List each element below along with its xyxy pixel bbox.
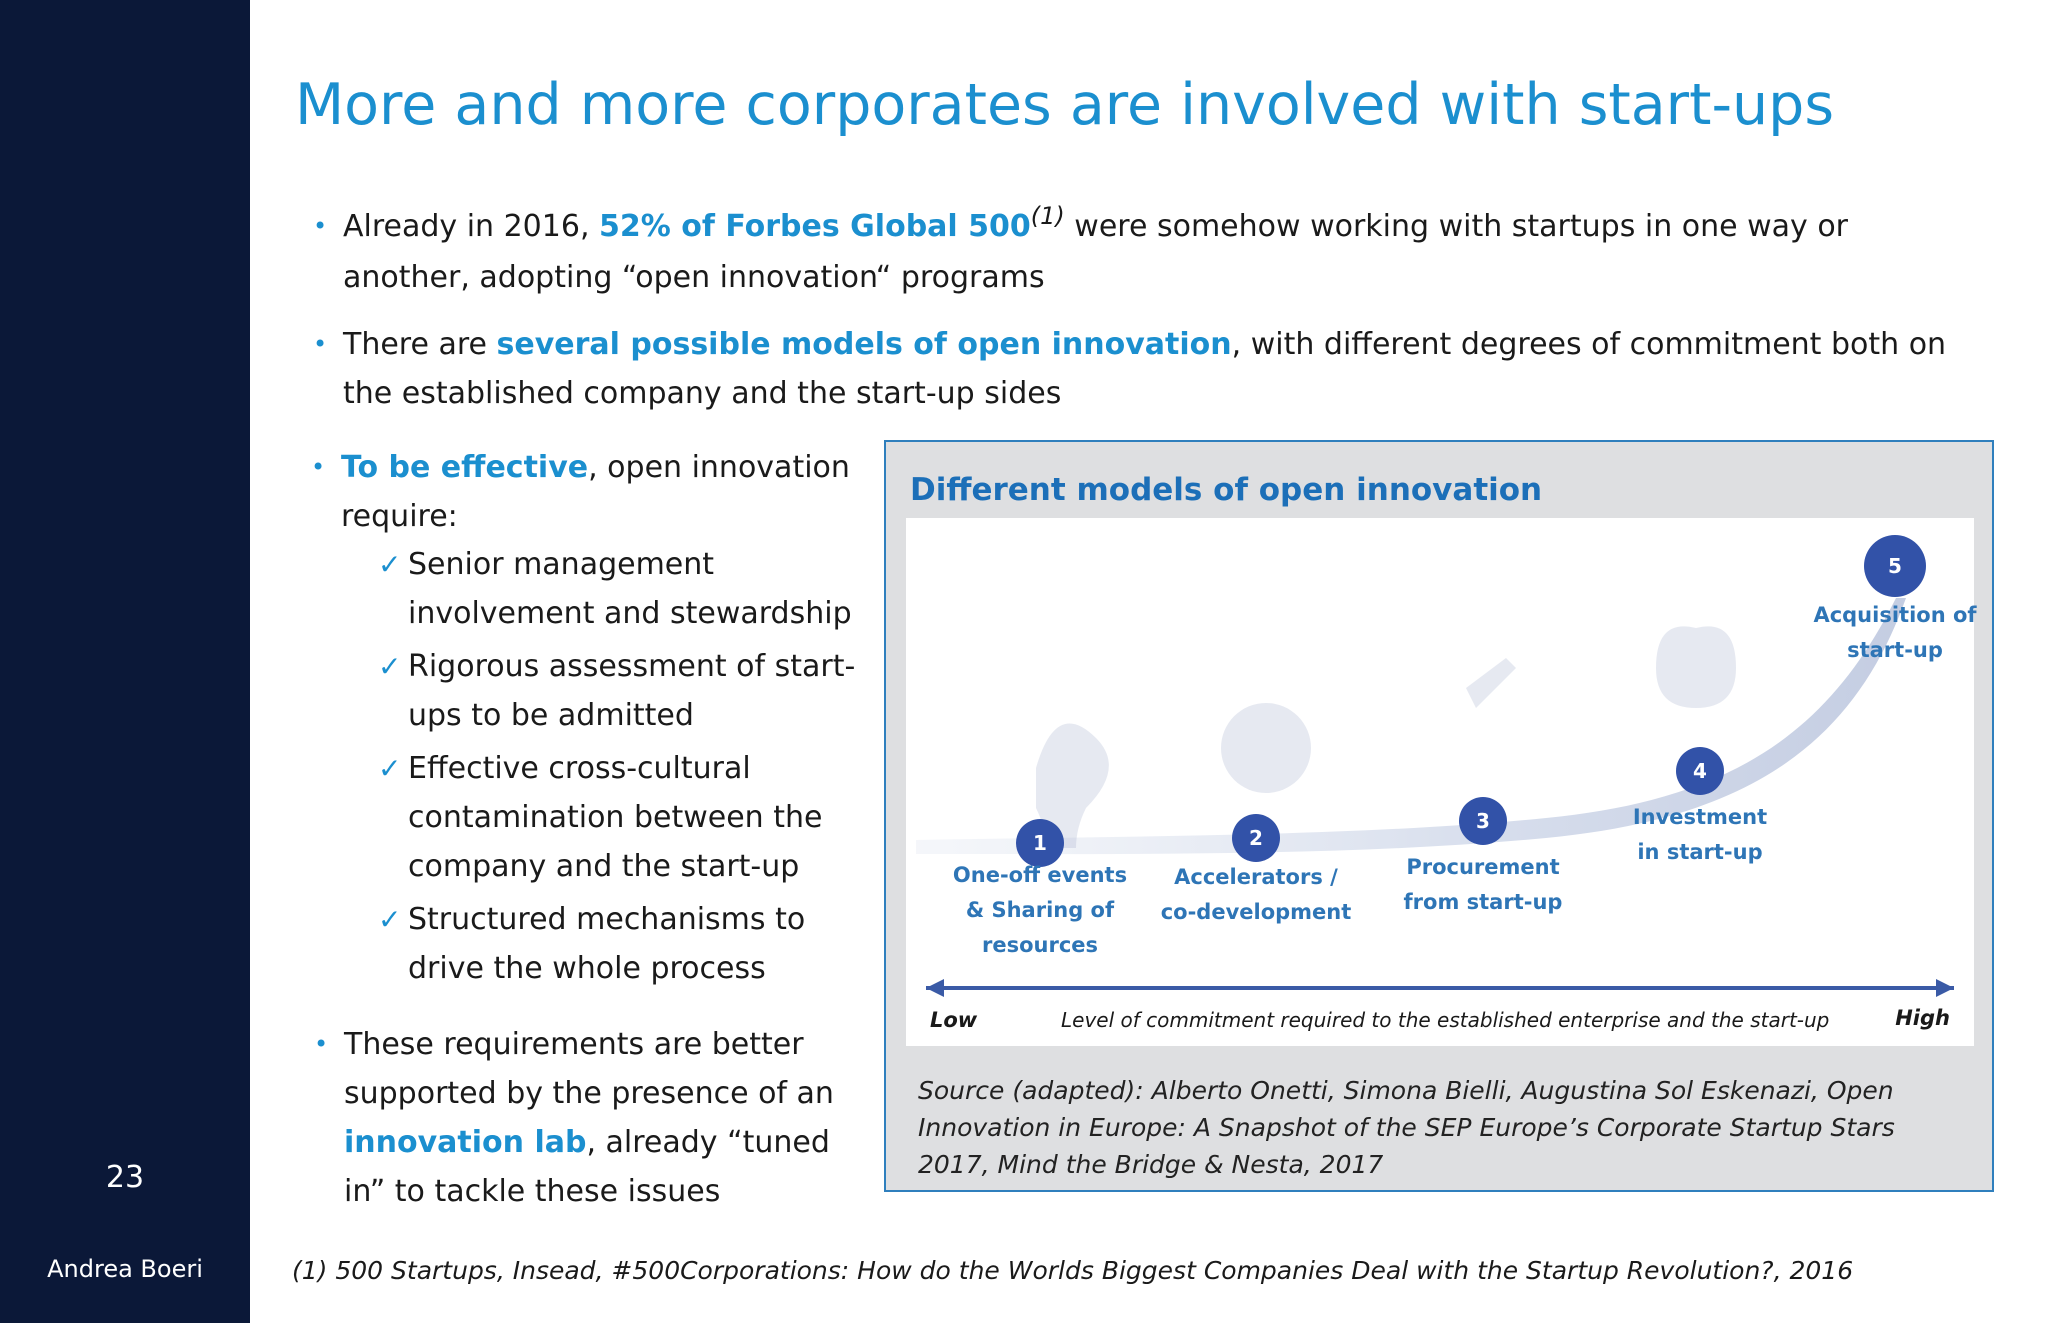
highlight-text: innovation lab — [344, 1125, 587, 1160]
commitment-diagram: 1 One-off events & Sharing of resources 2 … — [906, 518, 1977, 1046]
author-name: Andrea Boeri — [47, 1255, 203, 1283]
highlight-text: To be effective — [341, 450, 589, 485]
footnote-ref: (1) — [1030, 202, 1065, 230]
list-item-text: Structured mechanisms to drive the whole… — [408, 902, 806, 986]
stage-3-label: Procurement from start-up — [1403, 855, 1563, 914]
bullet-forbes: • Already in 2016, 52% of Forbes Global … — [313, 202, 1883, 302]
list-item-text: Senior management involvement and stewar… — [408, 547, 852, 631]
pen-illustration — [1466, 658, 1516, 708]
slide-title: More and more corporates are involved wi… — [295, 72, 1835, 138]
money-bag-illustration — [1656, 626, 1736, 708]
checkmark-icon: ✓ — [378, 752, 402, 785]
bullet-innovation-lab: • These requirements are better supporte… — [314, 1020, 844, 1216]
checkmark-icon: ✓ — [378, 548, 402, 581]
list-item-text: Effective cross-cultural contamination b… — [408, 751, 823, 884]
stage-2-label: Accelerators / co-development — [1160, 865, 1352, 924]
gear-illustration — [1221, 703, 1311, 793]
checkmark-icon: ✓ — [378, 650, 402, 683]
list-item: ✓ Rigorous assessment of start-ups to be … — [378, 642, 858, 740]
bullet-dot-icon: • — [314, 1030, 329, 1058]
bullet-text: were somehow working with startups in on… — [343, 209, 1849, 295]
axis-low-label: Low — [930, 1008, 978, 1032]
diagram-graphics — [916, 598, 1954, 997]
source-citation: Source (adapted): Alberto Onetti, Simona… — [918, 1076, 1895, 1179]
stage-2-badge: 2 — [1232, 814, 1280, 862]
list-item-text: Rigorous assessment of start-ups to be a… — [408, 649, 856, 733]
open-innovation-panel: Different models of open innovation 1 — [884, 440, 1994, 1192]
bullet-dot-icon: • — [313, 330, 328, 358]
faded-illustrations — [1036, 626, 1736, 848]
bullet-dot-icon: • — [313, 212, 328, 240]
list-item: ✓ Senior management involvement and stewa… — [378, 540, 858, 638]
highlight-text: 52% of Forbes Global 500 — [599, 209, 1031, 244]
axis-high-label: High — [1895, 1006, 1950, 1030]
bullet-text: These requirements are better supported … — [344, 1027, 834, 1111]
panel-title: Different models of open innovation — [910, 472, 1543, 508]
stage-1-label: One-off events & Sharing of resources — [952, 863, 1128, 957]
slide-number: 23 — [105, 1160, 145, 1195]
bullet-models: • There are several possible models of o… — [313, 320, 1963, 418]
list-item: ✓ Effective cross-cultural contamination … — [378, 744, 858, 891]
footnote: (1) 500 Startups, Insead, #500Corporatio… — [292, 1256, 1854, 1285]
bullet-text: , with different degrees of commitment b… — [343, 327, 1947, 411]
axis-arrow-left-icon — [926, 979, 944, 997]
stage-3-badge: 3 — [1459, 797, 1507, 845]
checkmark-icon: ✓ — [378, 903, 402, 936]
lightbulb-illustration — [1036, 723, 1109, 848]
requirements-list: ✓ Senior management involvement and stewa… — [378, 540, 858, 997]
bullet-text: There are — [343, 327, 497, 362]
bullet-text: , open innovation require: — [341, 450, 850, 534]
highlight-text: several possible models of open innovati… — [496, 327, 1232, 362]
stage-4-label: Investment in start-up — [1632, 805, 1768, 864]
bullet-text: Already in 2016, — [343, 209, 600, 244]
bullet-dot-icon: • — [311, 453, 326, 481]
stage-4-badge: 4 — [1676, 747, 1724, 795]
bullet-text: , already “tuned in” to tackle these iss… — [344, 1125, 830, 1209]
stage-1-badge: 1 — [1016, 819, 1064, 867]
axis-caption: Level of commitment required to the esta… — [1061, 1008, 1830, 1032]
bullet-effective: • To be effective, open innovation requi… — [311, 443, 861, 541]
stage-5-badge: 5 — [1864, 535, 1926, 597]
axis-arrow-right-icon — [1936, 979, 1954, 997]
list-item: ✓ Structured mechanisms to drive the whol… — [378, 895, 858, 993]
sidebar: 23 Andrea Boeri — [0, 0, 250, 1323]
stage-5-label: Acquisition of start-up — [1813, 603, 1977, 662]
